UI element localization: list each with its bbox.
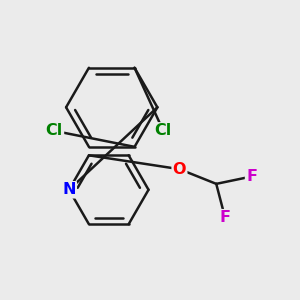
Text: Cl: Cl bbox=[154, 123, 172, 138]
Text: Cl: Cl bbox=[46, 123, 63, 138]
Text: N: N bbox=[62, 182, 76, 197]
Text: F: F bbox=[220, 210, 231, 225]
Text: O: O bbox=[173, 162, 186, 177]
Text: F: F bbox=[246, 169, 257, 184]
